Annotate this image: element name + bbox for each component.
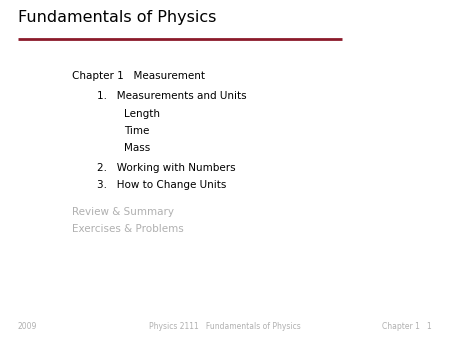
Text: Mass: Mass [124,143,150,153]
Text: Exercises & Problems: Exercises & Problems [72,224,184,234]
Text: 2009: 2009 [18,322,37,331]
Text: Physics 2111   Fundamentals of Physics: Physics 2111 Fundamentals of Physics [149,322,301,331]
Text: 1.   Measurements and Units: 1. Measurements and Units [97,91,247,101]
Text: Fundamentals of Physics: Fundamentals of Physics [18,10,216,25]
Text: 2.   Working with Numbers: 2. Working with Numbers [97,163,235,173]
Text: Length: Length [124,109,160,119]
Text: Review & Summary: Review & Summary [72,207,174,217]
Text: Chapter 1   Measurement: Chapter 1 Measurement [72,71,205,81]
Text: 3.   How to Change Units: 3. How to Change Units [97,180,226,190]
Text: Chapter 1   1: Chapter 1 1 [382,322,432,331]
Text: Time: Time [124,126,149,136]
